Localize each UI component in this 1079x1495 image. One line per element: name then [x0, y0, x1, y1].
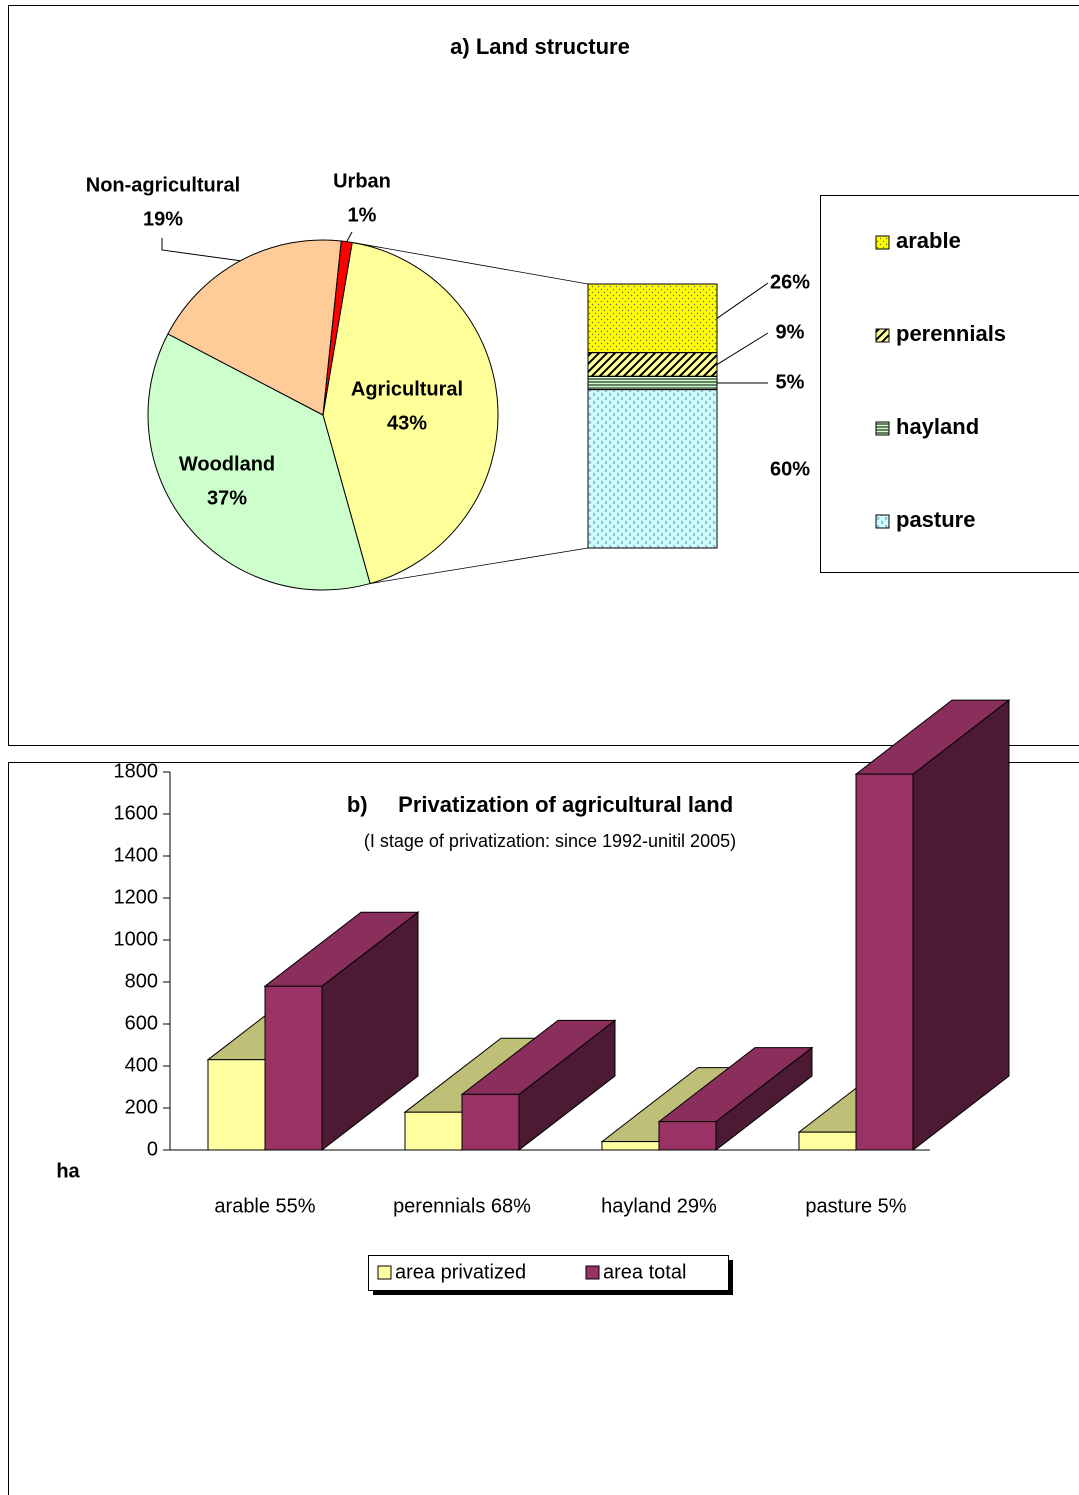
legend-label: area privatized [395, 1261, 526, 1283]
segment-pattern [587, 352, 718, 377]
x-tick-label: perennials 68% [393, 1195, 531, 1217]
bar [207, 1059, 266, 1151]
slice-label: Non-agricultural [86, 174, 240, 196]
segment-pattern [587, 389, 718, 549]
slice-value: 43% [387, 412, 427, 434]
legend-box [368, 1255, 729, 1291]
legend-label: area total [603, 1261, 686, 1283]
y-tick-label: 200 [125, 1096, 158, 1118]
segment-label: 26% [770, 271, 810, 293]
bar [798, 1131, 857, 1151]
slice-label: Urban [333, 170, 391, 192]
y-axis-label: ha [56, 1160, 80, 1182]
legend-swatch [377, 1265, 392, 1280]
y-tick-label: 1600 [114, 802, 159, 824]
legend-swatch-pattern [875, 328, 890, 343]
segment-pattern [587, 375, 718, 391]
pie-slice [147, 333, 371, 591]
y-tick-label: 400 [125, 1054, 158, 1076]
legend-swatch-pattern [875, 514, 890, 529]
leader-line [346, 231, 353, 242]
leader-line [716, 282, 769, 319]
chart-title: a) Land structure [450, 34, 630, 59]
legend-label: hayland [896, 414, 979, 439]
y-tick-label: 1800 [114, 760, 159, 782]
slice-value: 37% [207, 487, 247, 509]
x-tick-label: arable 55% [214, 1195, 315, 1217]
y-tick-label: 1200 [114, 886, 159, 908]
legend-swatch-pattern [875, 235, 890, 250]
y-tick-label: 1400 [114, 844, 159, 866]
legend-box [820, 195, 1079, 573]
pie-slice [167, 239, 342, 416]
bar [461, 1093, 520, 1151]
y-tick-label: 0 [147, 1138, 158, 1160]
legend-swatch [585, 1265, 600, 1280]
segment-label: 5% [776, 371, 805, 393]
legend-label: perennials [896, 321, 1006, 346]
x-tick-label: hayland 29% [601, 1195, 717, 1217]
slice-label: Woodland [179, 453, 275, 475]
slice-value: 19% [143, 208, 183, 230]
segment-pattern [587, 283, 718, 354]
y-tick-label: 600 [125, 1012, 158, 1034]
bar [855, 773, 914, 1151]
y-tick-label: 1000 [114, 928, 159, 950]
connector [369, 547, 589, 584]
pie-slice [322, 240, 353, 416]
y-tick-label: 800 [125, 970, 158, 992]
x-tick-label: pasture 5% [805, 1195, 906, 1217]
bar [264, 985, 323, 1151]
chart-subtitle: (I stage of privatization: since 1992-un… [364, 831, 736, 851]
legend-label: arable [896, 228, 961, 253]
bar [404, 1111, 463, 1151]
leader-line [716, 332, 769, 365]
bar [658, 1121, 717, 1151]
segment-label: 60% [770, 458, 810, 480]
leader-line [161, 238, 241, 262]
bar-side [912, 699, 1010, 1152]
legend-label: pasture [896, 507, 975, 532]
pie-slice [322, 241, 499, 585]
connector [352, 242, 589, 285]
slice-label: Agricultural [351, 378, 463, 400]
legend-swatch-pattern [875, 421, 890, 436]
segment-label: 9% [776, 321, 805, 343]
bar [601, 1141, 660, 1151]
chart-title: b) Privatization of agricultural land [347, 792, 733, 817]
slice-value: 1% [348, 204, 377, 226]
